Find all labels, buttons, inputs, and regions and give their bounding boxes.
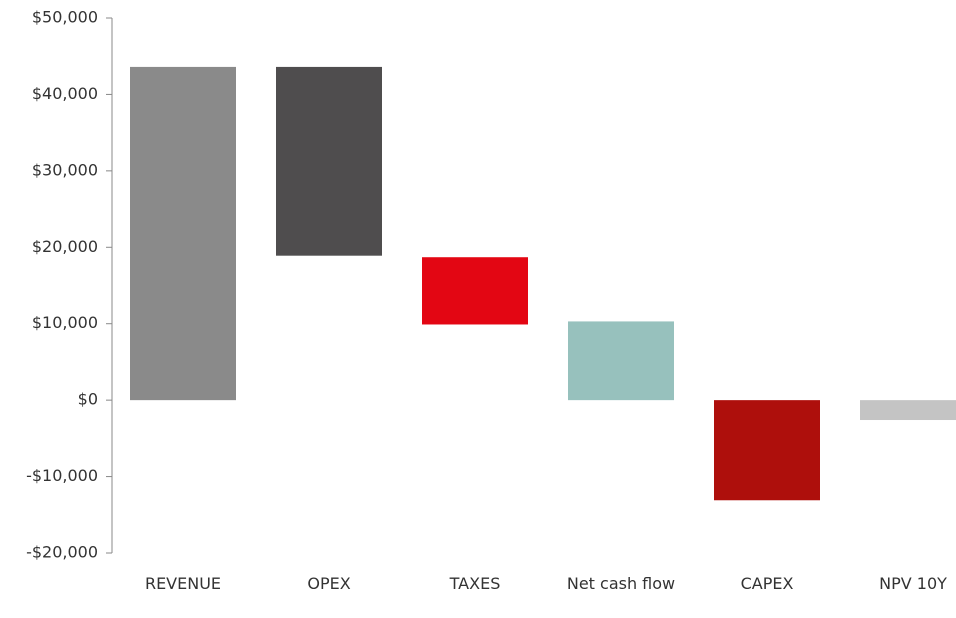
- bar: [276, 66, 382, 256]
- y-tick-label: $0: [78, 390, 98, 409]
- bar: [714, 400, 820, 501]
- x-tick-label: TAXES: [449, 574, 501, 593]
- y-tick-label: -$10,000: [26, 466, 98, 485]
- bar: [422, 257, 528, 325]
- y-tick-label: -$20,000: [26, 543, 98, 562]
- y-tick-label: $40,000: [32, 84, 98, 103]
- x-tick-label: NPV 10Y: [879, 574, 947, 593]
- y-tick-label: $20,000: [32, 237, 98, 256]
- y-tick-label: $50,000: [32, 8, 98, 27]
- x-tick-label: REVENUE: [144, 574, 222, 593]
- x-tick-label: CAPEX: [740, 574, 794, 593]
- x-tick-label: OPEX: [307, 574, 351, 593]
- y-tick-label: $30,000: [32, 160, 98, 179]
- y-tick-label: $10,000: [32, 313, 98, 332]
- bar: [568, 321, 674, 401]
- bar: [130, 66, 236, 401]
- x-tick-label: Net cash flow: [566, 574, 676, 593]
- bar: [860, 400, 956, 421]
